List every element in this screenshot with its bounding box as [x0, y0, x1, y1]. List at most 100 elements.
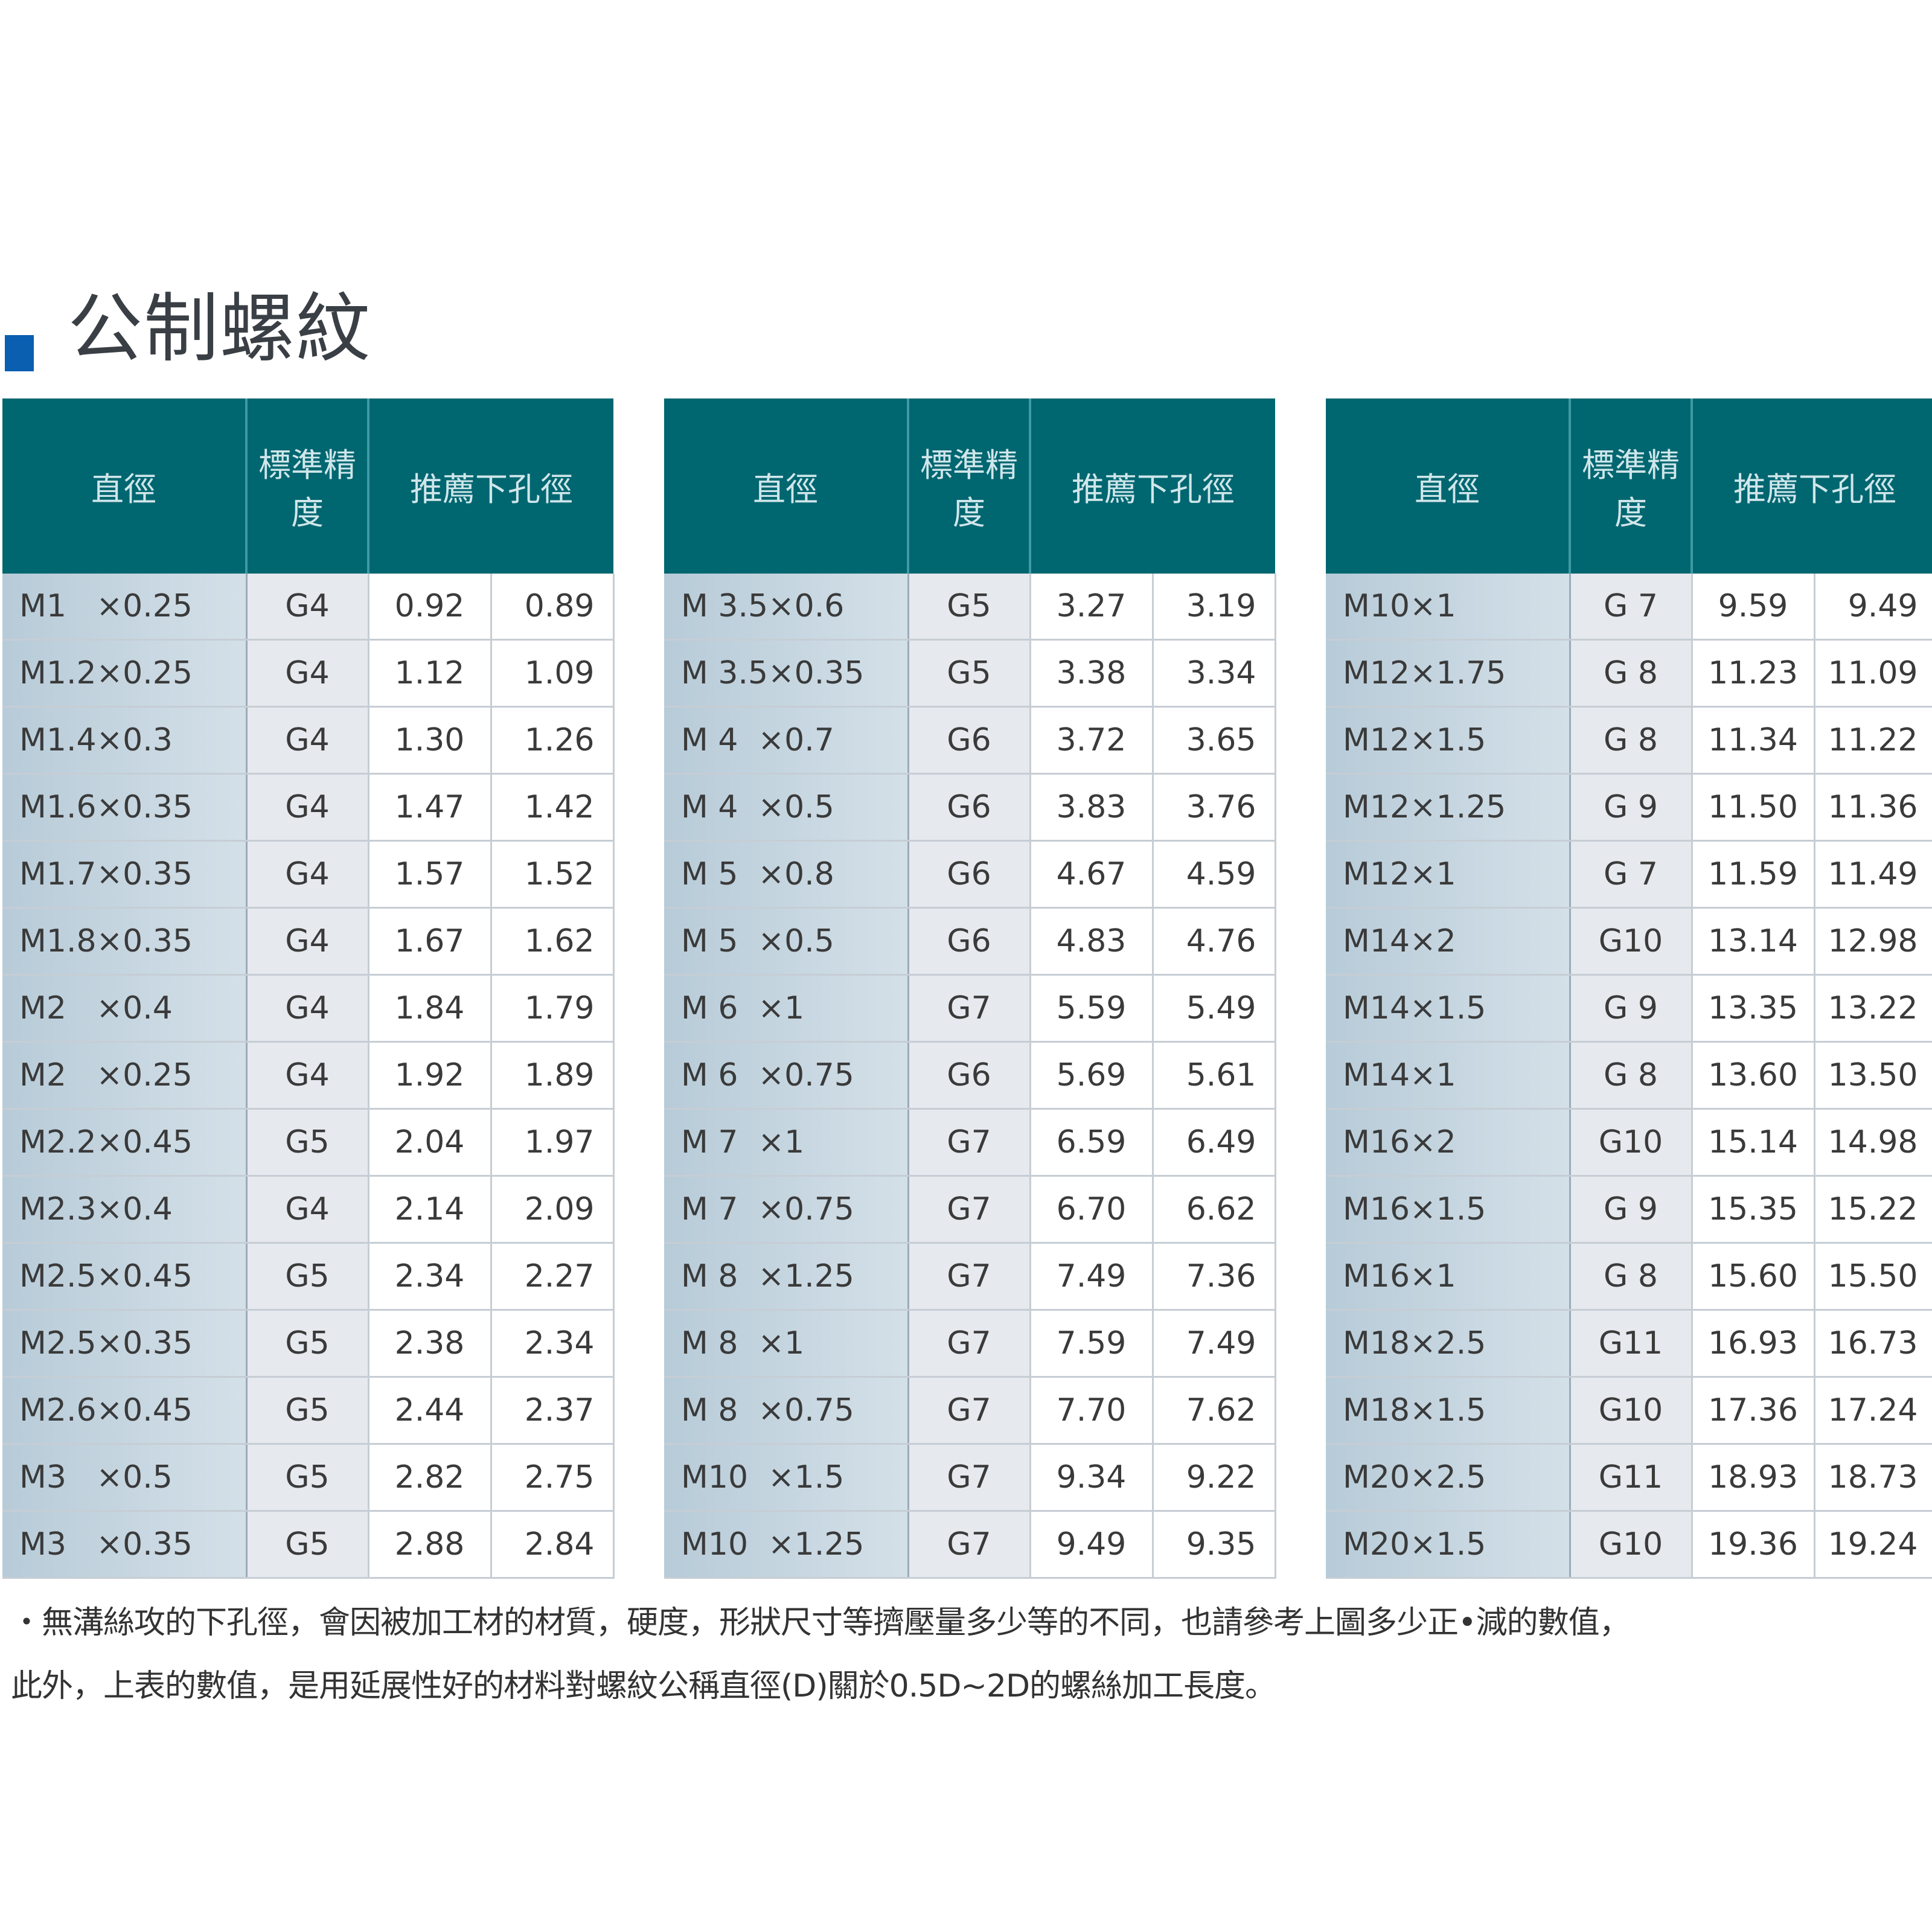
- table-row: M2.5×0.45 G5 2.34 2.27: [2, 1243, 615, 1311]
- grade-cell: G4: [246, 639, 369, 708]
- diameter-cell: M12×1.25: [1326, 773, 1571, 842]
- header-grade: 標準精度: [908, 398, 1031, 574]
- table-row: M18×1.5 G10 17.36 17.24: [1326, 1377, 1932, 1445]
- table-row: M12×1.75 G 8 11.23 11.09: [1326, 639, 1932, 708]
- header-recommended-hole: 推薦下孔徑: [368, 398, 613, 574]
- diameter-cell: M18×2.5: [1326, 1310, 1571, 1378]
- table-row: M 8 ×0.75 G7 7.70 7.62: [664, 1377, 1276, 1445]
- table-row: M1 ×0.25 G4 0.92 0.89: [2, 574, 615, 641]
- table-row: M 3.5×0.6 G5 3.27 3.19: [664, 574, 1276, 641]
- hole-max-cell: 2.88: [368, 1511, 492, 1579]
- table-row: M 6 ×0.75 G6 5.69 5.61: [664, 1041, 1276, 1110]
- diameter-cell: M2.5×0.35: [2, 1310, 248, 1378]
- table-row: M14×1 G 8 13.60 13.50: [1326, 1041, 1932, 1110]
- hole-min-cell: 3.65: [1153, 706, 1276, 775]
- diameter-cell: M14×1: [1326, 1041, 1571, 1110]
- grade-cell: G11: [1570, 1310, 1693, 1378]
- diameter-cell: M2.5×0.45: [2, 1243, 248, 1311]
- table-row: M2.2×0.45 G5 2.04 1.97: [2, 1108, 615, 1177]
- table-row: M1.7×0.35 G4 1.57 1.52: [2, 840, 615, 909]
- grade-cell: G 8: [1570, 1243, 1693, 1311]
- hole-max-cell: 4.83: [1030, 907, 1154, 976]
- header-diameter: 直徑: [664, 398, 909, 574]
- table-row: M 7 ×1 G7 6.59 6.49: [664, 1108, 1276, 1177]
- diameter-cell: M10 ×1.5: [664, 1444, 909, 1512]
- hole-max-cell: 0.92: [368, 574, 492, 641]
- hole-min-cell: 4.76: [1153, 907, 1276, 976]
- diameter-cell: M 6 ×0.75: [664, 1041, 909, 1110]
- table-row: M14×1.5 G 9 13.35 13.22: [1326, 974, 1932, 1043]
- header-row: 直徑 標準精度 推薦下孔徑: [664, 398, 1275, 574]
- hole-min-cell: 2.84: [491, 1511, 615, 1579]
- hole-min-cell: 5.49: [1153, 974, 1276, 1043]
- table-row: M20×2.5 G11 18.93 18.73: [1326, 1444, 1932, 1512]
- table-row: M2.3×0.4 G4 2.14 2.09: [2, 1176, 615, 1244]
- grade-cell: G7: [908, 1444, 1031, 1512]
- grade-cell: G10: [1570, 1108, 1693, 1177]
- table-row: M18×2.5 G11 16.93 16.73: [1326, 1310, 1932, 1378]
- hole-max-cell: 2.34: [368, 1243, 492, 1311]
- hole-min-cell: 6.49: [1153, 1108, 1276, 1177]
- hole-min-cell: 1.62: [491, 907, 615, 976]
- grade-cell: G7: [908, 1310, 1031, 1378]
- grade-cell: G11: [1570, 1444, 1693, 1512]
- thread-table-1: 直徑 標準精度 推薦下孔徑 M1 ×0.25 G4 0.92 0.89 M1.2×0.25 G4…: [2, 398, 615, 1579]
- hole-max-cell: 3.83: [1030, 773, 1154, 842]
- hole-min-cell: 2.75: [491, 1444, 615, 1512]
- grade-cell: G4: [246, 1041, 369, 1110]
- hole-max-cell: 11.23: [1692, 639, 1815, 708]
- hole-min-cell: 9.49: [1814, 574, 1932, 641]
- diameter-cell: M10 ×1.25: [664, 1511, 909, 1579]
- hole-min-cell: 2.09: [491, 1176, 615, 1244]
- diameter-cell: M16×1.5: [1326, 1176, 1571, 1244]
- hole-min-cell: 11.09: [1814, 639, 1932, 708]
- table-row: M2.5×0.35 G5 2.38 2.34: [2, 1310, 615, 1378]
- hole-max-cell: 6.59: [1030, 1108, 1154, 1177]
- grade-cell: G7: [908, 974, 1031, 1043]
- table-row: M 8 ×1.25 G7 7.49 7.36: [664, 1243, 1276, 1311]
- table-row: M3 ×0.5 G5 2.82 2.75: [2, 1444, 615, 1512]
- grade-cell: G 9: [1570, 773, 1693, 842]
- hole-min-cell: 11.36: [1814, 773, 1932, 842]
- diameter-cell: M 4 ×0.7: [664, 706, 909, 775]
- table-row: M2.6×0.45 G5 2.44 2.37: [2, 1377, 615, 1445]
- hole-min-cell: 6.62: [1153, 1176, 1276, 1244]
- grade-cell: G 8: [1570, 1041, 1693, 1110]
- diameter-cell: M 7 ×0.75: [664, 1176, 909, 1244]
- hole-min-cell: 14.98: [1814, 1108, 1932, 1177]
- header-row: 直徑 標準精度 推薦下孔徑: [2, 398, 613, 574]
- hole-max-cell: 5.69: [1030, 1041, 1154, 1110]
- hole-min-cell: 1.52: [491, 840, 615, 909]
- table-row: M2 ×0.25 G4 1.92 1.89: [2, 1041, 615, 1110]
- diameter-cell: M 3.5×0.35: [664, 639, 909, 708]
- grade-cell: G5: [908, 639, 1031, 708]
- hole-min-cell: 13.22: [1814, 974, 1932, 1043]
- hole-max-cell: 11.50: [1692, 773, 1815, 842]
- diameter-cell: M2 ×0.4: [2, 974, 248, 1043]
- table-row: M 7 ×0.75 G7 6.70 6.62: [664, 1176, 1276, 1244]
- hole-min-cell: 1.97: [491, 1108, 615, 1177]
- diameter-cell: M1.4×0.3: [2, 706, 248, 775]
- grade-cell: G 8: [1570, 639, 1693, 708]
- diameter-cell: M3 ×0.35: [2, 1511, 248, 1579]
- diameter-cell: M 8 ×0.75: [664, 1377, 909, 1445]
- hole-min-cell: 17.24: [1814, 1377, 1932, 1445]
- hole-min-cell: 19.24: [1814, 1511, 1932, 1579]
- grade-cell: G 8: [1570, 706, 1693, 775]
- hole-min-cell: 15.22: [1814, 1176, 1932, 1244]
- diameter-cell: M 8 ×1.25: [664, 1243, 909, 1311]
- hole-max-cell: 1.67: [368, 907, 492, 976]
- hole-min-cell: 1.42: [491, 773, 615, 842]
- hole-min-cell: 3.76: [1153, 773, 1276, 842]
- grade-cell: G10: [1570, 907, 1693, 976]
- grade-cell: G7: [908, 1377, 1031, 1445]
- hole-max-cell: 11.34: [1692, 706, 1815, 775]
- hole-max-cell: 15.35: [1692, 1176, 1815, 1244]
- hole-max-cell: 5.59: [1030, 974, 1154, 1043]
- grade-cell: G6: [908, 773, 1031, 842]
- footnote-line-1: ・無溝絲攻的下孔徑，會因被加工材的材質，硬度，形狀尺寸等擠壓量多少等的不同，也請…: [11, 1605, 1631, 1641]
- grade-cell: G4: [246, 907, 369, 976]
- hole-min-cell: 11.22: [1814, 706, 1932, 775]
- hole-max-cell: 7.59: [1030, 1310, 1154, 1378]
- grade-cell: G4: [246, 706, 369, 775]
